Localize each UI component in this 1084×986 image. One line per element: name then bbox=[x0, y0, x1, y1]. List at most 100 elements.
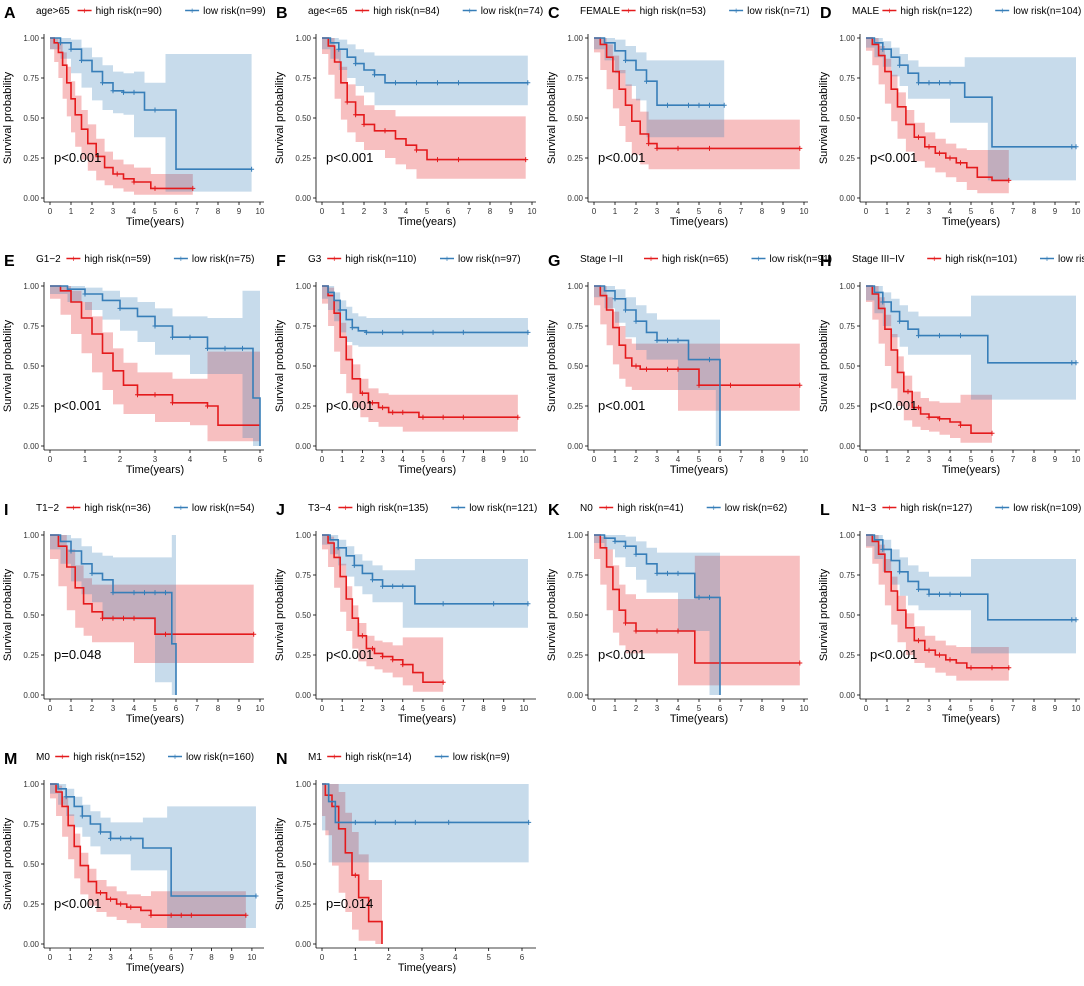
y-tick-label: 1.00 bbox=[23, 282, 39, 291]
y-tick-label: 0.25 bbox=[295, 651, 311, 660]
censor-mark bbox=[646, 141, 652, 147]
x-tick-label: 0 bbox=[864, 704, 869, 713]
y-tick-label: 0.00 bbox=[295, 940, 311, 949]
legend-title: T3−4 bbox=[308, 503, 332, 514]
legend-label: low risk(n=75) bbox=[192, 254, 255, 265]
p-value: p<0.001 bbox=[326, 150, 373, 165]
censor-mark bbox=[1069, 144, 1075, 150]
censor-mark bbox=[135, 392, 140, 398]
censor-mark bbox=[110, 615, 116, 621]
legend-title: G3 bbox=[308, 254, 322, 265]
x-tick-label: 3 bbox=[655, 704, 660, 713]
x-tick-label: 10 bbox=[519, 455, 528, 464]
panel-c: C FEMALE + high risk(n=53) + low risk(n=71) 0.… bbox=[546, 5, 810, 228]
legend-title: MALE bbox=[852, 6, 880, 17]
censor-mark bbox=[337, 307, 343, 313]
censor-mark bbox=[797, 382, 803, 388]
x-tick-label: 8 bbox=[760, 207, 765, 216]
censor-mark bbox=[675, 570, 681, 576]
p-value: p<0.001 bbox=[870, 150, 917, 165]
panel-letter: H bbox=[820, 253, 832, 270]
x-tick-label: 7 bbox=[739, 207, 744, 216]
survival-curve bbox=[594, 534, 721, 695]
y-tick-label: 0.50 bbox=[295, 860, 311, 869]
x-tick-label: 4 bbox=[676, 207, 681, 216]
x-tick-label: 6 bbox=[990, 207, 995, 216]
censor-mark bbox=[369, 577, 375, 583]
censor-mark bbox=[152, 323, 158, 329]
legend-label: low risk(n=54) bbox=[192, 503, 255, 514]
censor-mark bbox=[58, 40, 63, 46]
censor-mark bbox=[937, 333, 942, 339]
x-tick-label: 8 bbox=[216, 704, 221, 713]
censor-mark bbox=[369, 646, 375, 652]
legend-title: age>65 bbox=[36, 6, 70, 17]
p-value: p<0.001 bbox=[54, 896, 101, 911]
y-tick-label: 1.00 bbox=[23, 531, 39, 540]
ci-band bbox=[594, 38, 725, 138]
p-value: p<0.001 bbox=[54, 398, 101, 413]
x-tick-label: 10 bbox=[800, 207, 809, 216]
legend: G3 + high risk(n=110) + low risk(n=97) bbox=[308, 254, 521, 265]
legend: T3−4 + high risk(n=135) + low risk(n=121) bbox=[308, 503, 537, 514]
y-tick-label: 1.00 bbox=[567, 34, 583, 43]
survival-curve bbox=[866, 534, 1009, 669]
legend-marker: + bbox=[71, 254, 76, 264]
censor-mark bbox=[359, 633, 365, 639]
panel-letter: K bbox=[548, 502, 560, 519]
censor-mark bbox=[525, 601, 531, 607]
censor-mark bbox=[152, 392, 158, 398]
x-tick-label: 0 bbox=[48, 953, 53, 962]
ci-band bbox=[322, 286, 528, 347]
y-axis-label: Survival probability bbox=[818, 71, 830, 164]
legend-label: low risk(n=97) bbox=[458, 254, 521, 265]
x-tick-label: 1 bbox=[69, 704, 74, 713]
x-tick-label: 5 bbox=[697, 207, 702, 216]
censor-mark bbox=[797, 145, 803, 151]
ci-band bbox=[594, 286, 800, 411]
censor-mark bbox=[916, 586, 921, 592]
y-tick-label: 0.75 bbox=[295, 820, 311, 829]
x-tick-label: 1 bbox=[340, 455, 345, 464]
censor-mark bbox=[253, 893, 259, 899]
censor-mark bbox=[131, 615, 137, 621]
censor-mark bbox=[644, 366, 649, 372]
legend: T1−2 + high risk(n=36) + low risk(n=54) bbox=[36, 503, 254, 514]
censor-mark bbox=[336, 46, 342, 52]
censor-mark bbox=[152, 590, 158, 596]
legend: age>65 + high risk(n=90) + low risk(n=99) bbox=[36, 6, 266, 17]
x-tick-label: 1 bbox=[341, 207, 346, 216]
censor-mark bbox=[414, 147, 419, 153]
y-tick-label: 0.50 bbox=[567, 611, 583, 620]
panel-g: G Stage I−II + high risk(n=65) + low risk(n=9… bbox=[546, 253, 832, 476]
x-tick-label: 4 bbox=[132, 704, 137, 713]
x-tick-label: 3 bbox=[111, 207, 116, 216]
censor-mark bbox=[654, 570, 660, 576]
x-tick-label: 1 bbox=[885, 455, 890, 464]
y-tick-label: 0.25 bbox=[839, 402, 855, 411]
x-tick-label: 0 bbox=[320, 704, 325, 713]
x-tick-label: 1 bbox=[885, 704, 890, 713]
censor-mark bbox=[989, 430, 995, 436]
survival-curve bbox=[322, 285, 528, 334]
x-tick-label: 7 bbox=[461, 704, 466, 713]
ci-band bbox=[50, 535, 254, 663]
censor-mark bbox=[897, 569, 903, 575]
legend-marker: + bbox=[444, 254, 449, 264]
legend-label: high risk(n=122) bbox=[900, 6, 972, 17]
legend-title: Stage I−II bbox=[580, 254, 623, 265]
censor-mark bbox=[353, 112, 359, 118]
x-tick-label: 8 bbox=[209, 953, 214, 962]
censor-mark bbox=[937, 80, 942, 86]
y-axis-label: Survival probability bbox=[2, 319, 14, 412]
censor-mark bbox=[352, 819, 358, 825]
legend-title: M1 bbox=[308, 752, 322, 763]
x-axis-label: Time(years) bbox=[126, 713, 184, 725]
y-tick-label: 0.50 bbox=[567, 362, 583, 371]
x-tick-label: 4 bbox=[404, 207, 409, 216]
censor-mark bbox=[633, 551, 639, 557]
y-tick-label: 0.00 bbox=[23, 940, 39, 949]
legend-marker: + bbox=[733, 6, 738, 16]
x-tick-label: 10 bbox=[519, 704, 528, 713]
